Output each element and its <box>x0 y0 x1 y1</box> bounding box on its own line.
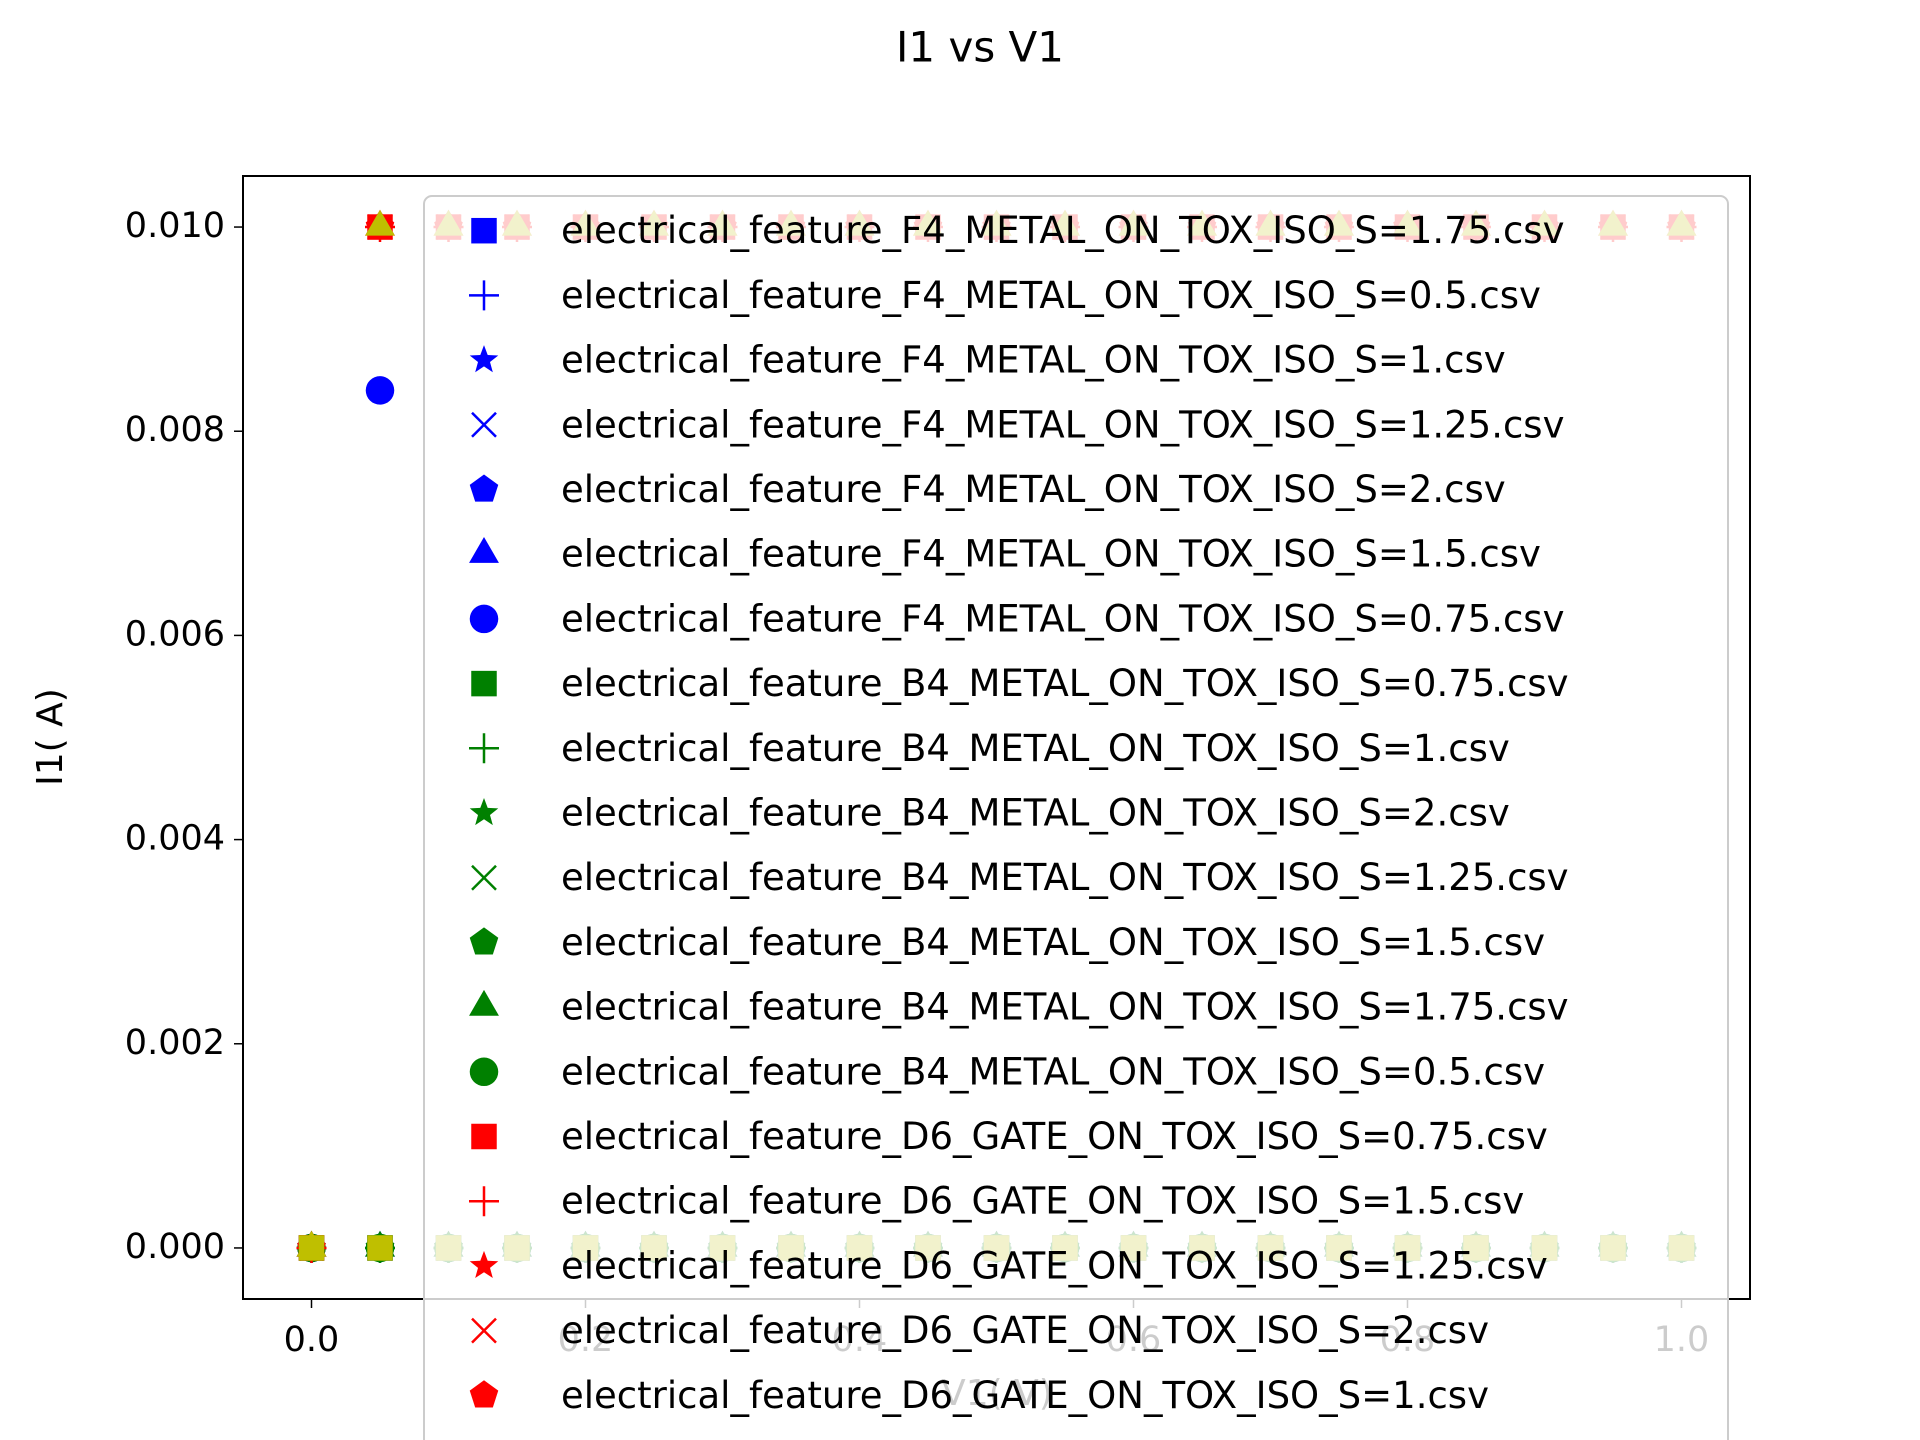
legend-label: electrical_feature_F4_METAL_ON_TOX_ISO_S… <box>561 533 1541 576</box>
legend-label: electrical_feature_B4_METAL_ON_TOX_ISO_S… <box>561 1050 1545 1093</box>
marker <box>365 209 395 236</box>
legend-label: electrical_feature_D6_GATE_ON_TOX_ISO_S=… <box>561 1374 1489 1417</box>
legend-label: electrical_feature_B4_METAL_ON_TOX_ISO_S… <box>561 986 1569 1029</box>
marker <box>298 1235 325 1261</box>
legend-marker <box>469 1057 499 1087</box>
legend-marker <box>469 604 499 634</box>
legend-marker <box>471 670 497 697</box>
legend-marker <box>469 927 499 955</box>
y-tick-label: 0.006 <box>125 614 225 654</box>
y-tick-label: 0.010 <box>125 206 225 246</box>
legend-label: electrical_feature_F4_METAL_ON_TOX_ISO_S… <box>561 468 1506 511</box>
legend-label: electrical_feature_D6_GATE_ON_TOX_ISO_S=… <box>561 1244 1548 1287</box>
legend-label: electrical_feature_D6_GATE_ON_TOX_ISO_S=… <box>561 1439 1524 1440</box>
legend-label: electrical_feature_D6_GATE_ON_TOX_ISO_S=… <box>561 1309 1489 1352</box>
legend-label: electrical_feature_B4_METAL_ON_TOX_ISO_S… <box>561 792 1510 835</box>
legend-label: electrical_feature_B4_METAL_ON_TOX_ISO_S… <box>561 727 1510 770</box>
legend-label: electrical_feature_F4_METAL_ON_TOX_ISO_S… <box>561 339 1506 382</box>
legend-marker <box>469 733 499 764</box>
legend-label: electrical_feature_F4_METAL_ON_TOX_ISO_S… <box>561 403 1564 446</box>
legend-marker <box>469 989 499 1016</box>
legend-label: electrical_feature_D6_GATE_ON_TOX_ISO_S=… <box>561 1180 1524 1223</box>
legend-marker <box>469 280 499 311</box>
legend-marker <box>469 345 499 373</box>
legend-marker <box>469 1186 499 1217</box>
legend-marker <box>469 474 499 502</box>
y-tick-label: 0.004 <box>125 819 225 859</box>
legend-label: electrical_feature_B4_METAL_ON_TOX_ISO_S… <box>561 856 1569 899</box>
x-tick-label: 0.0 <box>284 1320 340 1360</box>
marker <box>365 376 395 405</box>
legend-marker <box>471 864 497 891</box>
legend-marker <box>469 536 499 563</box>
legend-marker <box>471 217 497 244</box>
legend-marker <box>471 1123 497 1150</box>
y-tick-label: 0.008 <box>125 410 225 450</box>
marker <box>367 1235 393 1261</box>
legend-label: electrical_feature_B4_METAL_ON_TOX_ISO_S… <box>561 662 1569 705</box>
legend-label: electrical_feature_F4_METAL_ON_TOX_ISO_S… <box>561 209 1564 252</box>
legend-label: electrical_feature_F4_METAL_ON_TOX_ISO_S… <box>561 597 1564 640</box>
legend-label: electrical_feature_B4_METAL_ON_TOX_ISO_S… <box>561 921 1545 964</box>
legend-marker <box>471 411 497 438</box>
y-tick-label: 0.000 <box>125 1227 225 1267</box>
legend-marker <box>469 1380 499 1408</box>
legend-marker <box>469 1250 499 1279</box>
legend-label: electrical_feature_D6_GATE_ON_TOX_ISO_S=… <box>561 1115 1548 1158</box>
y-axis-label: I1( A) <box>30 688 71 786</box>
chart-title: I1 vs V1 <box>896 23 1064 72</box>
legend-marker <box>469 798 499 826</box>
legend-marker <box>471 1317 497 1344</box>
legend-box <box>423 195 1729 1440</box>
y-tick-label: 0.002 <box>125 1023 225 1063</box>
legend-label: electrical_feature_F4_METAL_ON_TOX_ISO_S… <box>561 274 1541 317</box>
